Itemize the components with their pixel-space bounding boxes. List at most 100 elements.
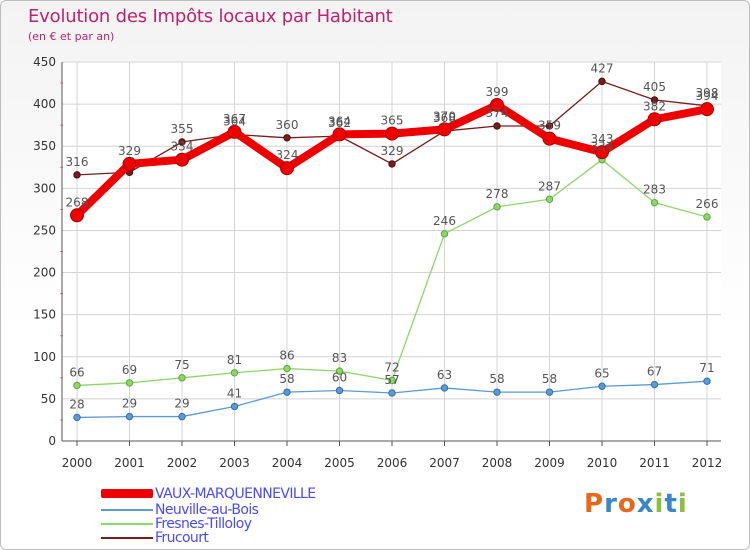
data-point	[230, 402, 239, 411]
y-tick-label: 300	[33, 181, 56, 195]
y-tick-label: 250	[33, 223, 56, 237]
x-tick-label: 2011	[639, 456, 670, 470]
logo-letter: t	[664, 489, 678, 519]
data-point	[70, 208, 84, 223]
x-tick-label: 2003	[219, 456, 250, 470]
data-point	[125, 379, 134, 387]
data-point	[490, 97, 504, 112]
data-point	[703, 377, 711, 385]
data-point	[493, 388, 501, 396]
data-label: 364	[223, 114, 246, 128]
data-point	[647, 112, 662, 127]
legend-label: VAUX-MARQUENNEVILLE	[155, 485, 316, 502]
data-label: 65	[594, 366, 609, 380]
data-point	[230, 369, 239, 377]
logo-letter: P	[584, 489, 605, 519]
data-point	[332, 127, 347, 142]
data-label: 287	[538, 179, 561, 193]
legend-item-neuville: Neuville-au-Bois	[101, 501, 259, 518]
data-point	[335, 367, 344, 375]
data-label: 355	[171, 122, 194, 136]
data-label: 86	[279, 349, 294, 363]
data-label: 81	[227, 353, 242, 367]
legend-swatch	[101, 489, 153, 498]
data-point	[595, 145, 609, 160]
data-point	[703, 213, 711, 221]
data-point	[283, 134, 291, 142]
y-tick-label: 150	[33, 308, 56, 322]
data-label: 324	[276, 148, 299, 162]
data-point	[175, 152, 189, 167]
data-point	[650, 198, 659, 207]
data-label: 69	[122, 363, 137, 377]
y-tick-label: 400	[33, 97, 56, 111]
legend-item-frucourt: Frucourt	[101, 530, 209, 546]
data-point	[73, 413, 81, 422]
data-label: 394	[696, 89, 719, 103]
data-label: 268	[66, 195, 89, 209]
data-label: 58	[279, 372, 294, 386]
data-point	[650, 380, 659, 389]
data-point	[283, 364, 291, 373]
data-label: 67	[647, 365, 662, 379]
logo-letter: r	[604, 489, 618, 519]
data-label: 334	[171, 140, 194, 154]
data-label: 28	[69, 397, 84, 411]
data-point	[545, 195, 554, 203]
data-point	[493, 203, 501, 211]
data-label: 83	[332, 351, 347, 365]
data-label: 63	[437, 368, 452, 382]
data-label: 246	[433, 214, 456, 228]
data-point	[283, 388, 291, 396]
data-point	[335, 386, 344, 395]
data-point	[545, 388, 554, 396]
data-label: 58	[542, 372, 557, 386]
data-point	[598, 77, 606, 86]
data-point	[388, 160, 396, 168]
data-label: 374	[486, 106, 509, 120]
data-label: 398	[696, 86, 719, 100]
data-label: 368	[433, 111, 456, 125]
data-point	[440, 230, 449, 238]
data-label: 365	[381, 114, 404, 128]
data-label: 57	[384, 373, 399, 387]
chart-subtitle: (en € et par an)	[28, 30, 115, 43]
data-label: 60	[332, 370, 347, 384]
x-tick-label: 2000	[62, 456, 93, 470]
data-label: 360	[276, 118, 299, 132]
x-tick-label: 2010	[587, 456, 618, 470]
data-label: 266	[696, 197, 719, 211]
data-label: 41	[227, 386, 242, 400]
data-label: 399	[486, 85, 509, 99]
chart-title: Evolution des Impôts locaux par Habitant	[28, 6, 393, 27]
data-label: 29	[174, 397, 189, 411]
data-label: 382	[643, 99, 666, 113]
y-tick-label: 200	[33, 266, 56, 280]
x-tick-label: 2006	[377, 456, 408, 470]
x-tick-label: 2004	[272, 456, 303, 470]
data-label: 283	[643, 183, 666, 197]
data-point	[598, 382, 606, 390]
data-label: 405	[643, 80, 666, 94]
data-point	[73, 171, 81, 179]
data-label: 29	[122, 397, 137, 411]
y-tick-label: 50	[41, 392, 56, 406]
data-point	[280, 161, 294, 176]
y-tick-label: 0	[48, 434, 56, 448]
data-point	[440, 384, 449, 392]
legend-label: Neuville-au-Bois	[155, 501, 259, 518]
data-point	[122, 156, 137, 171]
data-point	[437, 122, 452, 137]
legend-label: Fresnes-Tilloloy	[155, 515, 252, 532]
x-tick-label: 2009	[534, 456, 565, 470]
data-label: 278	[486, 187, 509, 201]
data-point	[493, 122, 501, 130]
logo-letter: i	[677, 489, 688, 519]
data-label: 72	[384, 360, 399, 374]
data-label: 58	[489, 372, 504, 386]
data-point	[178, 374, 186, 382]
legend-item-fresnes: Fresnes-Tilloloy	[101, 515, 252, 532]
y-tick-label: 350	[33, 139, 56, 153]
data-label: 343	[591, 132, 614, 146]
